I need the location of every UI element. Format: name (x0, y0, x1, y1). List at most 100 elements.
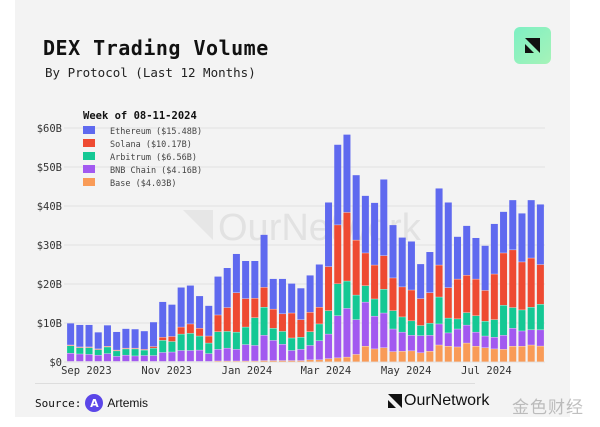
bar-arbitrum (380, 289, 388, 313)
bar-bnb-chain (150, 355, 158, 362)
bar-arbitrum (269, 328, 277, 341)
bar-arbitrum (122, 349, 130, 355)
bar-arbitrum (168, 341, 176, 352)
x-tick-label: Sep 2023 (61, 365, 112, 377)
bar-arbitrum (334, 284, 342, 316)
bar-ethereum (251, 260, 259, 299)
bar-ethereum (278, 278, 286, 314)
y-tick-label: $30B (37, 240, 62, 252)
bars (67, 134, 544, 362)
bar-arbitrum (509, 307, 517, 329)
bar-ethereum (177, 287, 185, 327)
bar-solana (278, 314, 286, 332)
bar-stack (343, 134, 351, 362)
legend-label: Arbitrum ($6.56B) (110, 153, 197, 163)
bar-ethereum (343, 134, 351, 213)
x-axis: Sep 2023 Nov 2023 Jan 2024 Mar 2024 May 2024… (61, 365, 512, 377)
bar-solana (352, 240, 360, 295)
bar-stack (122, 328, 130, 362)
bar-solana (288, 313, 296, 338)
bar-arbitrum (205, 343, 213, 354)
bar-stack (85, 324, 93, 362)
bar-bnb-chain (205, 353, 213, 362)
bar-arbitrum (490, 319, 498, 338)
bar-arbitrum (242, 327, 250, 345)
bar-ethereum (242, 260, 250, 299)
bar-ethereum (103, 325, 111, 346)
bar-ethereum (205, 305, 213, 336)
bar-solana (242, 298, 250, 327)
bar-base (536, 346, 544, 362)
bar-stack (536, 204, 544, 362)
bar-ethereum (67, 323, 75, 345)
bar-bnb-chain (67, 353, 75, 362)
bar-base (398, 351, 406, 362)
bar-stack (242, 260, 250, 362)
brand-name: OurNetwork (404, 392, 490, 409)
bar-base (426, 351, 434, 362)
bar-stack (389, 225, 397, 362)
bar-bnb-chain (352, 319, 360, 355)
bar-ethereum (389, 225, 397, 278)
bar-arbitrum (76, 347, 84, 354)
bar-arbitrum (103, 347, 111, 354)
bar-arbitrum (472, 315, 480, 332)
bar-bnb-chain (260, 335, 268, 361)
bar-base (481, 347, 489, 362)
bar-base (315, 360, 323, 362)
bar-ethereum (444, 202, 452, 288)
bar-base (269, 360, 277, 362)
bar-arbitrum (371, 299, 379, 316)
bar-solana (417, 298, 425, 326)
bar-ethereum (536, 204, 544, 265)
bar-base (463, 343, 471, 362)
bar-solana (297, 319, 305, 338)
bar-stack (371, 202, 379, 362)
bar-bnb-chain (159, 352, 167, 362)
bar-base (343, 357, 351, 362)
bar-bnb-chain (490, 337, 498, 349)
bar-stack (196, 296, 204, 362)
legend-swatch (83, 152, 95, 160)
y-tick-label: $20B (37, 279, 62, 291)
bar-bnb-chain (417, 335, 425, 353)
bar-stack (278, 278, 286, 362)
bar-solana (444, 287, 452, 318)
bar-base (297, 360, 305, 362)
bar-stack (150, 322, 158, 362)
bar-ethereum (417, 264, 425, 299)
bar-base (518, 346, 526, 362)
bar-base (306, 360, 314, 362)
bar-stack (232, 253, 240, 362)
bar-solana (196, 328, 204, 336)
bar-stack (472, 237, 480, 362)
bar-stack (297, 288, 305, 362)
bar-bnb-chain (509, 328, 517, 346)
bar-bnb-chain (278, 344, 286, 361)
source-attribution: Source: A Artemis (35, 394, 148, 412)
bar-arbitrum (223, 331, 231, 348)
bar-arbitrum (361, 285, 369, 302)
bar-solana (186, 324, 194, 334)
bar-base (453, 347, 461, 362)
bar-solana (435, 265, 443, 297)
x-tick-label: Jul 2024 (461, 365, 512, 377)
bar-ethereum (361, 195, 369, 253)
bar-bnb-chain (334, 315, 342, 358)
bar-stack (490, 223, 498, 362)
bar-bnb-chain (306, 345, 314, 360)
bar-arbitrum (159, 340, 167, 353)
bar-bnb-chain (232, 349, 240, 361)
bar-base (509, 346, 517, 362)
bar-solana (453, 279, 461, 319)
bar-arbitrum (131, 349, 139, 356)
bar-arbitrum (232, 332, 240, 350)
bar-arbitrum (453, 319, 461, 329)
bar-bnb-chain (435, 324, 443, 345)
bar-stack (214, 276, 222, 362)
bar-ethereum (150, 322, 158, 347)
bar-stack (398, 237, 406, 362)
bar-bnb-chain (343, 308, 351, 357)
bar-bnb-chain (186, 350, 194, 362)
chart-watermark: OurNetwork (218, 207, 422, 249)
